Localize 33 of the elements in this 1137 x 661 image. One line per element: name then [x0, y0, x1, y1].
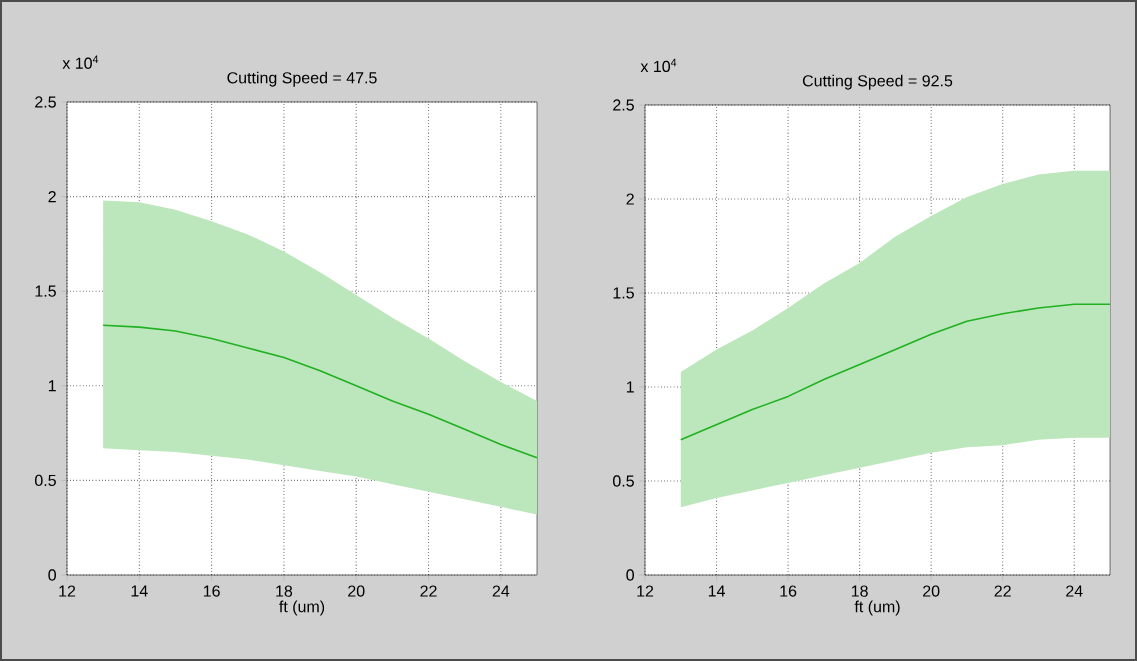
- text: x 10$^{4}$: [640, 58, 677, 73]
- x-tick-label: 14: [131, 585, 148, 597]
- x-tick-label: 16: [203, 585, 220, 597]
- y-tick-label: 1: [48, 380, 56, 392]
- y-tick-label: 2.5: [35, 96, 56, 108]
- x-tick-label: 12: [637, 585, 654, 597]
- x-tick-label: 22: [420, 585, 437, 597]
- x-tick-label: 12: [59, 585, 76, 597]
- x-tick-label: 18: [851, 585, 868, 597]
- y-tick-label: 0.5: [34, 474, 56, 487]
- y-tick-label: 2: [48, 191, 56, 203]
- x-tick-label: 22: [994, 585, 1011, 597]
- x-tick-label: 24: [1066, 585, 1083, 597]
- x-axis-title: ft (um): [854, 600, 900, 616]
- y-tick-label: 1: [626, 381, 634, 393]
- y-tick-label: 2.5: [613, 99, 634, 111]
- y-tick-label: 0: [48, 569, 56, 581]
- x-tick-label: 24: [492, 585, 510, 597]
- x-tick-label: 20: [923, 585, 940, 597]
- x-axis-title: ft (um): [279, 600, 325, 616]
- x-tick-label: 20: [348, 585, 365, 597]
- x-tick-label: 18: [276, 585, 293, 597]
- text: x 10$^{4}$: [62, 55, 99, 69]
- chart-title: Cutting Speed = 92.5: [802, 74, 953, 90]
- x-tick-label: 16: [780, 585, 797, 597]
- x-tick-label: 14: [708, 585, 725, 597]
- line-series: [102, 324, 538, 459]
- y-tick-label: 0.5: [613, 475, 634, 487]
- chart-title: Cutting Speed = 47.5: [227, 71, 377, 87]
- y-tick-label: 0: [626, 569, 634, 581]
- y-tick-label: 1.5: [613, 287, 634, 299]
- y-tick-label: 1.5: [35, 285, 56, 297]
- y-tick-label: 2: [626, 193, 634, 205]
